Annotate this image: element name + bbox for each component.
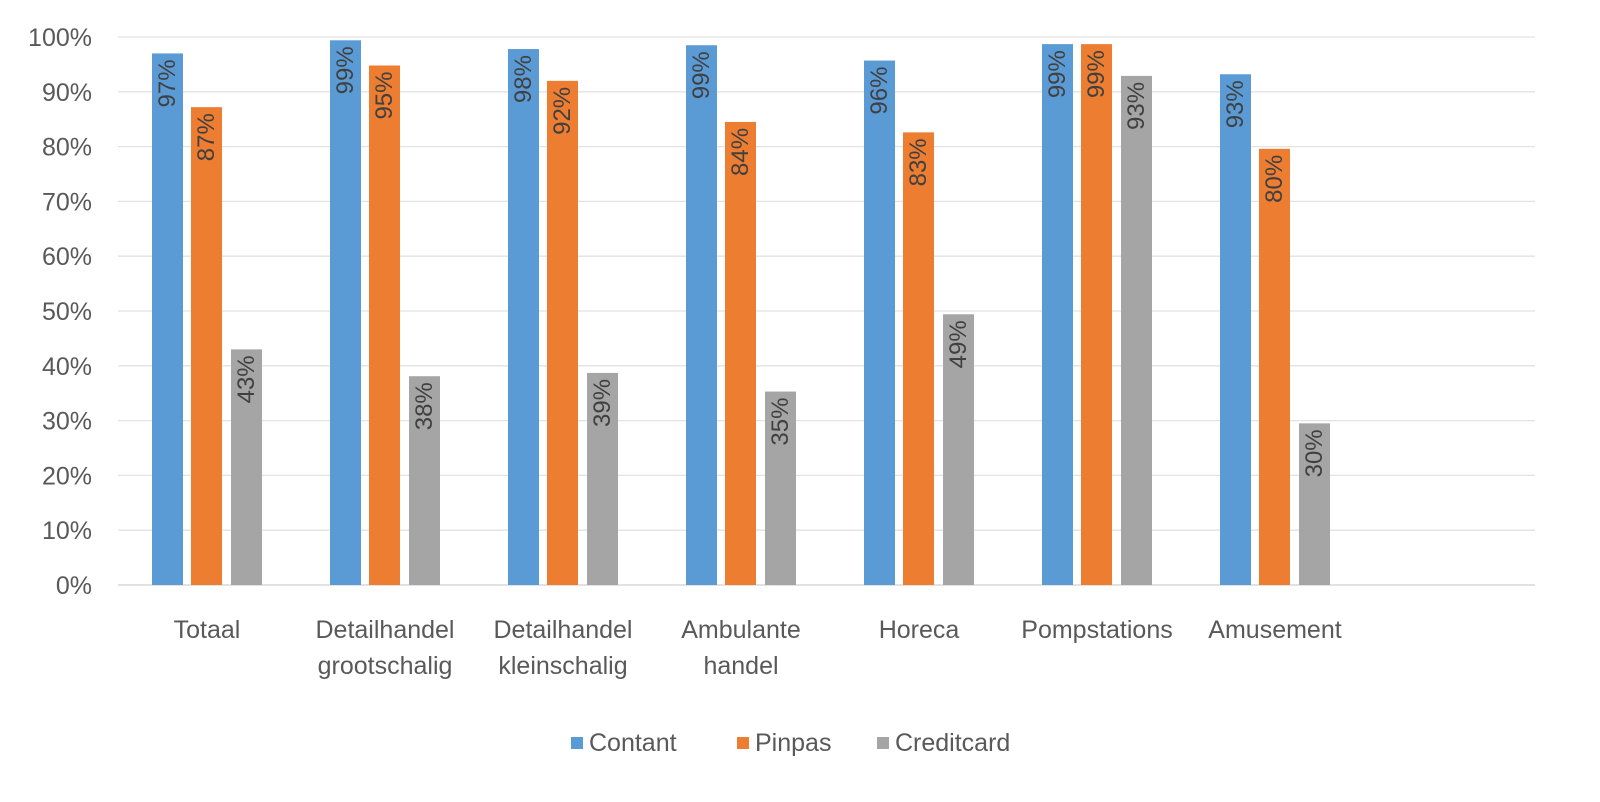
- legend-swatch-pinpas: [737, 737, 749, 749]
- category-label: Pompstations: [1021, 616, 1172, 644]
- data-label-creditcard: 35%: [767, 398, 794, 446]
- y-tick-label: 60%: [42, 243, 92, 271]
- y-tick-label: 70%: [42, 188, 92, 216]
- data-label-contant: 99%: [1044, 50, 1071, 98]
- legend-swatch-creditcard: [877, 737, 889, 749]
- bar-creditcard: [765, 391, 796, 585]
- bar-contant: [864, 60, 895, 585]
- y-axis: 0% 10% 20% 30% 40% 50% 60% 70% 80% 90% 100%: [28, 24, 92, 600]
- category-label: Horeca: [879, 616, 960, 644]
- bar-contant: [330, 40, 361, 585]
- bar-pinpas: [725, 121, 756, 585]
- y-tick-label: 40%: [42, 353, 92, 381]
- y-tick-label: 20%: [42, 462, 92, 490]
- bar-pinpas: [1259, 148, 1290, 586]
- y-tick-label: 80%: [42, 134, 92, 162]
- data-label-pinpas: 87%: [193, 113, 220, 161]
- data-label-creditcard: 93%: [1123, 82, 1150, 130]
- bar-pinpas: [191, 107, 222, 586]
- x-axis: Totaal Detailhandel grootschalig Detailhand…: [174, 616, 1342, 680]
- data-label-creditcard: 38%: [411, 382, 438, 430]
- y-tick-label: 30%: [42, 408, 92, 436]
- y-tick-label: 0%: [56, 572, 92, 600]
- data-label-contant: 98%: [510, 55, 537, 103]
- bar-contant: [686, 45, 717, 586]
- bar-creditcard: [231, 349, 262, 585]
- category-label: Amusement: [1208, 616, 1341, 644]
- bar-creditcard: [1299, 423, 1330, 585]
- bar-pinpas: [547, 80, 578, 585]
- data-labels: 97% 99% 98% 99% 96% 99% 93% 87% 95% 92% 84% 83% 99% 8…: [154, 46, 1328, 477]
- data-label-pinpas: 80%: [1261, 155, 1288, 203]
- y-tick-label: 100%: [28, 24, 92, 52]
- legend-label-creditcard: Creditcard: [895, 729, 1010, 757]
- category-label: Totaal: [174, 616, 241, 644]
- bar-contant: [152, 53, 183, 585]
- data-label-pinpas: 99%: [1083, 50, 1110, 98]
- bar-pinpas: [903, 132, 934, 586]
- bar-pinpas: [1081, 44, 1112, 585]
- bar-creditcard: [409, 376, 440, 585]
- legend-swatch-contant: [571, 737, 583, 749]
- data-label-pinpas: 95%: [371, 71, 398, 119]
- bar-contant: [1042, 44, 1073, 585]
- legend-label-contant: Contant: [589, 729, 677, 757]
- bars: [152, 40, 1330, 586]
- category-label: Detailhandel kleinschalig: [494, 616, 633, 680]
- bar-creditcard: [587, 372, 618, 585]
- data-label-creditcard: 43%: [233, 355, 260, 403]
- bar-creditcard: [1121, 75, 1152, 586]
- y-tick-label: 10%: [42, 517, 92, 545]
- data-label-contant: 99%: [688, 51, 715, 99]
- category-label: Detailhandel grootschalig: [316, 616, 455, 680]
- y-tick-label: 90%: [42, 79, 92, 107]
- bar-contant: [1220, 74, 1251, 585]
- bar-contant: [508, 49, 539, 585]
- data-label-pinpas: 84%: [727, 128, 754, 176]
- category-label: Ambulante handel: [681, 616, 801, 680]
- data-label-contant: 99%: [332, 46, 359, 94]
- data-label-contant: 97%: [154, 59, 181, 107]
- data-label-pinpas: 92%: [549, 87, 576, 135]
- data-label-pinpas: 83%: [905, 138, 932, 186]
- data-label-contant: 96%: [866, 67, 893, 115]
- data-label-creditcard: 39%: [589, 379, 616, 427]
- legend: Contant Pinpas Creditcard: [571, 729, 1010, 757]
- bar-creditcard: [943, 314, 974, 585]
- bar-pinpas: [369, 65, 400, 586]
- data-label-creditcard: 30%: [1301, 429, 1328, 477]
- legend-label-pinpas: Pinpas: [755, 729, 831, 757]
- y-tick-label: 50%: [42, 298, 92, 326]
- data-label-creditcard: 49%: [945, 320, 972, 368]
- data-label-contant: 93%: [1222, 80, 1249, 128]
